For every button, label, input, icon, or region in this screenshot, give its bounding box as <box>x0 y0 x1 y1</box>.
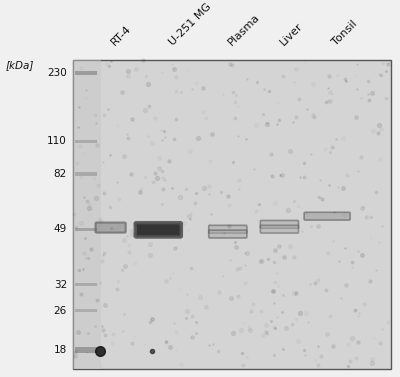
FancyBboxPatch shape <box>135 223 181 237</box>
FancyBboxPatch shape <box>209 230 247 238</box>
Text: U-251 MG: U-251 MG <box>167 1 213 47</box>
FancyBboxPatch shape <box>209 225 247 233</box>
Text: RT-4: RT-4 <box>110 23 134 47</box>
FancyBboxPatch shape <box>73 60 391 369</box>
FancyBboxPatch shape <box>304 212 350 220</box>
FancyBboxPatch shape <box>75 140 97 143</box>
Text: 26: 26 <box>54 305 67 316</box>
FancyBboxPatch shape <box>75 172 97 176</box>
FancyBboxPatch shape <box>96 222 126 233</box>
Text: 32: 32 <box>54 279 67 290</box>
Text: 230: 230 <box>47 68 67 78</box>
FancyBboxPatch shape <box>260 225 298 233</box>
FancyBboxPatch shape <box>260 221 298 228</box>
Text: 82: 82 <box>54 169 67 179</box>
Text: Tonsil: Tonsil <box>330 18 359 47</box>
Text: 49: 49 <box>54 224 67 234</box>
Text: 18: 18 <box>54 345 67 355</box>
Text: 110: 110 <box>47 136 67 146</box>
Text: Liver: Liver <box>278 20 305 47</box>
Text: Plasma: Plasma <box>227 11 262 47</box>
FancyBboxPatch shape <box>75 71 97 75</box>
FancyBboxPatch shape <box>73 60 101 369</box>
Text: [kDa]: [kDa] <box>5 60 34 70</box>
FancyBboxPatch shape <box>75 228 97 231</box>
FancyBboxPatch shape <box>75 309 97 312</box>
FancyBboxPatch shape <box>75 283 97 286</box>
FancyBboxPatch shape <box>75 347 97 352</box>
